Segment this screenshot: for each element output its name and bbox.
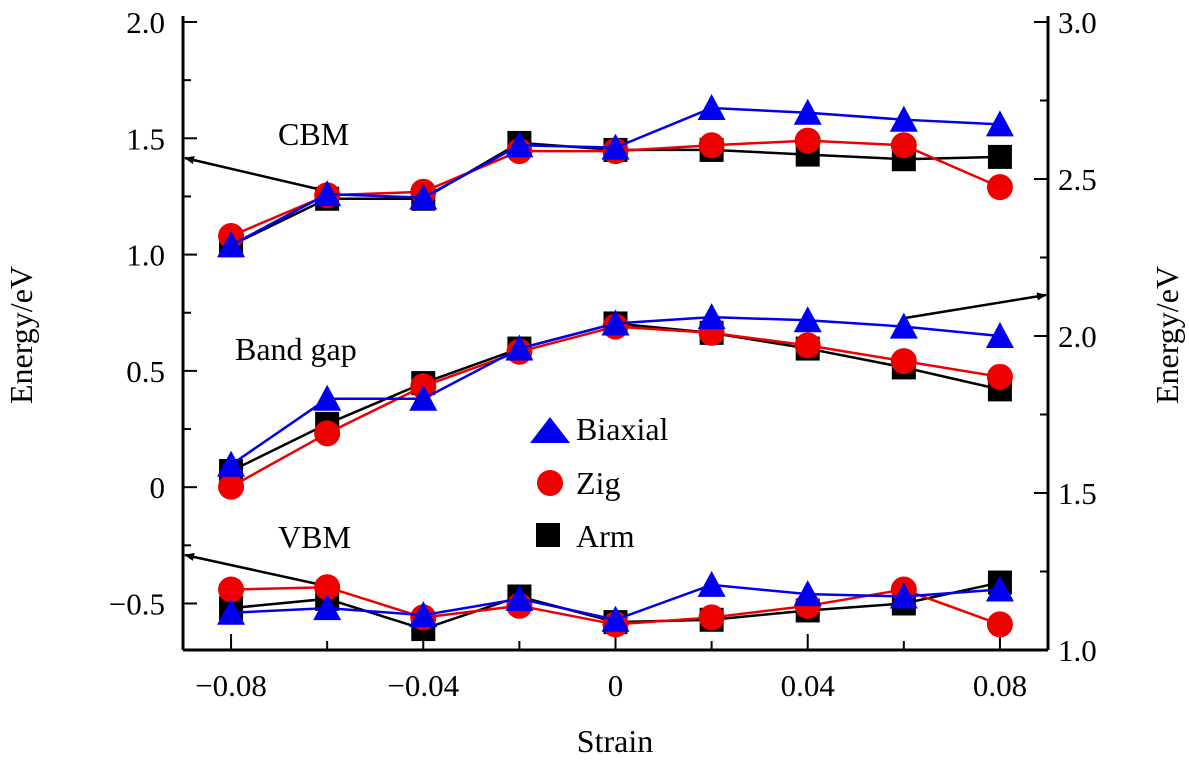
- band-gap-biaxial-point: [985, 322, 1014, 348]
- vbm-zig-point: [698, 604, 725, 631]
- cbm-biaxial-point: [793, 98, 822, 125]
- vbm-biaxial-point: [889, 582, 918, 609]
- vbm-biaxial-point: [217, 598, 246, 625]
- x-tick-label: 0: [608, 668, 624, 703]
- y-axis-left-label: Energy/eV: [3, 266, 39, 404]
- legend-zig-label: Zig: [576, 465, 620, 501]
- band-gap-label: Band gap: [235, 331, 357, 367]
- vbm-arrow: [184, 553, 323, 587]
- band-gap-zig-point: [218, 473, 245, 500]
- band-gap-biaxial-point: [217, 450, 246, 477]
- cbm-biaxial-point: [697, 94, 726, 121]
- x-tick-label: −0.04: [387, 668, 459, 703]
- x-axis-label: Strain: [577, 723, 653, 759]
- cbm-zig-point: [890, 132, 917, 159]
- band-gap-biaxial-point: [793, 306, 822, 333]
- cbm-biaxial-point: [505, 131, 534, 158]
- vbm-label: VBM: [278, 519, 351, 555]
- band-gap-biaxial-point: [889, 312, 918, 339]
- cbm-zig-point: [698, 132, 725, 159]
- y-left-tick-label: 2.0: [126, 5, 165, 40]
- band-gap-zig-point: [794, 332, 821, 359]
- cbm-arm-point: [987, 144, 1012, 169]
- band-gap-biaxial-point: [697, 303, 726, 330]
- x-tick-label: 0.08: [973, 668, 1027, 703]
- y-axis-right-label: Energy/eV: [1149, 266, 1185, 404]
- vbm-zig-point: [986, 611, 1013, 638]
- vbm-biaxial-point: [409, 601, 438, 628]
- legend-arm-label: Arm: [576, 518, 635, 554]
- axes: [181, 16, 1050, 652]
- vbm-zig-point: [314, 574, 341, 601]
- y-left-tick-label: 1.0: [126, 238, 165, 273]
- y-right-tick-label: 1.5: [1058, 476, 1097, 511]
- band-gap-arrow: [904, 292, 1047, 320]
- cbm-zig-point: [986, 174, 1013, 201]
- vbm-zig-point: [218, 576, 245, 603]
- y-left-tick-label: 0: [150, 470, 166, 505]
- cbm-arrow: [184, 156, 323, 192]
- vbm-biaxial-point: [313, 594, 342, 621]
- plot-area: [184, 94, 1047, 642]
- band-gap-biaxial-point: [409, 384, 438, 411]
- y-left-tick-label: −0.5: [109, 586, 165, 621]
- legend-biaxial-label: Biaxial: [576, 411, 669, 447]
- y-left-tick-label: 0.5: [126, 354, 165, 389]
- y-right-tick-label: 2.0: [1058, 319, 1097, 354]
- cbm-biaxial-point: [889, 105, 918, 132]
- vbm-biaxial-point: [601, 605, 630, 632]
- band-gap-zig-point: [890, 348, 917, 375]
- y-right-tick-label: 3.0: [1058, 5, 1097, 40]
- cbm-biaxial-point: [409, 183, 438, 210]
- band-gap-biaxial-point: [601, 309, 630, 336]
- y-right-tick-label: 1.0: [1058, 633, 1097, 668]
- annotations: CBM Band gap VBM: [235, 116, 357, 555]
- y-left-tick-label: 1.5: [126, 121, 165, 156]
- tick-labels: −0.08 −0.04 0 0.04 0.08 2.0 1.5 1.0 0.5 0 −0.5 3.0 2…: [109, 5, 1097, 703]
- vbm-biaxial-point: [697, 570, 726, 597]
- vbm-biaxial-point: [505, 584, 534, 611]
- cbm-label: CBM: [278, 116, 349, 152]
- cbm-zig-point: [794, 127, 821, 154]
- cbm-biaxial-point: [601, 133, 630, 160]
- band-gap-zig-point: [986, 363, 1013, 390]
- band-gap-biaxial-point: [505, 334, 534, 361]
- legend-arm-marker: [536, 523, 560, 547]
- legend-biaxial-marker: [530, 417, 570, 443]
- cbm-biaxial-point: [217, 231, 246, 258]
- band-gap-biaxial-point: [313, 384, 342, 411]
- y-right-tick-label: 2.5: [1058, 162, 1097, 197]
- cbm-biaxial-point: [313, 180, 342, 207]
- vbm-biaxial-point: [793, 580, 822, 607]
- x-tick-label: −0.08: [195, 668, 267, 703]
- band-gap-zig-point: [314, 420, 341, 447]
- legend-zig-marker: [537, 470, 563, 496]
- vbm-biaxial-point: [985, 575, 1014, 602]
- cbm-biaxial-point: [985, 110, 1014, 137]
- legend: Biaxial Zig Arm: [530, 411, 669, 554]
- x-tick-label: 0.04: [781, 668, 836, 703]
